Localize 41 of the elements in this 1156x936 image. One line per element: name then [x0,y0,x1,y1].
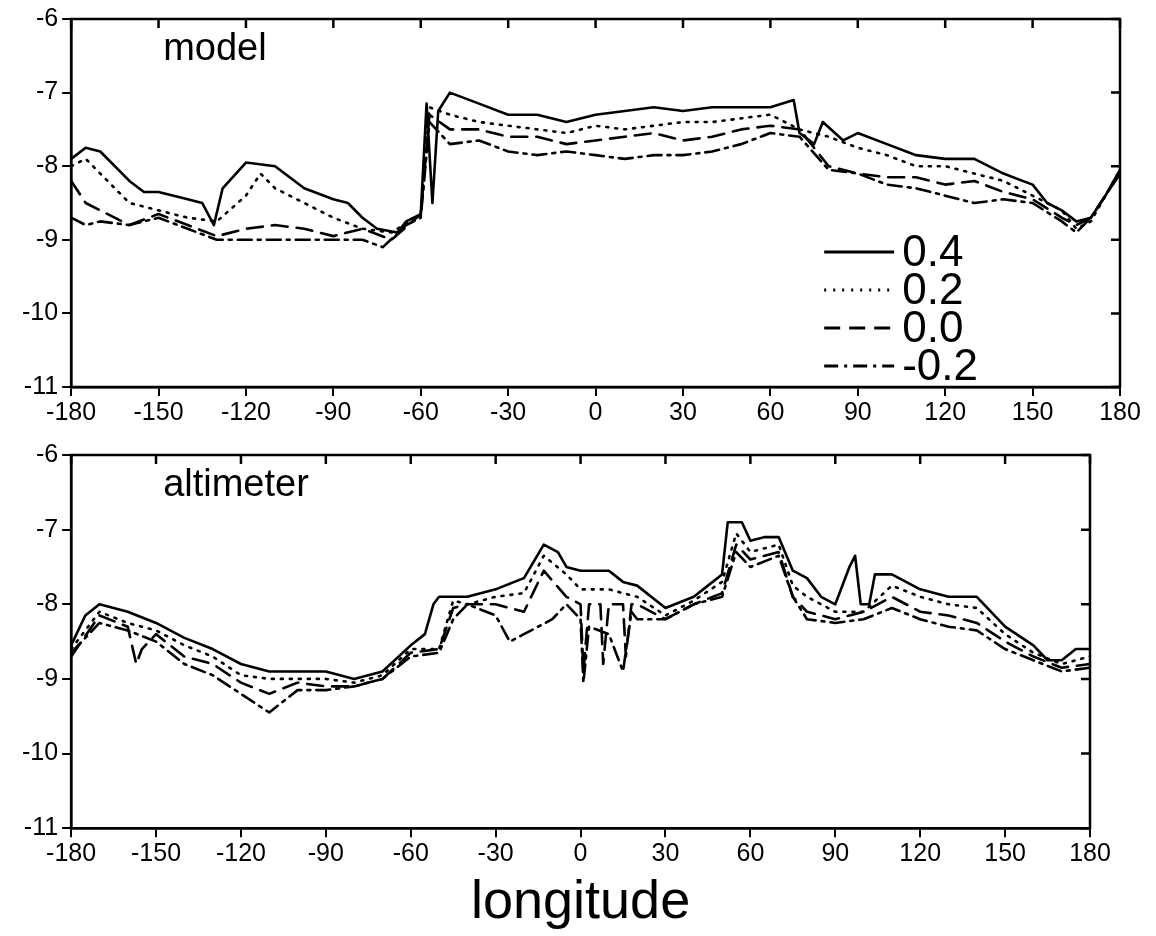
x-tick-label: 150 [1011,396,1054,425]
x-tick-label: 180 [1099,396,1141,425]
chart-title: altimeter [163,462,310,505]
x-tick-label: 60 [736,838,765,867]
x-tick-label: 0 [573,838,588,867]
x-tick-label: 120 [924,396,967,425]
x-tick-label: 60 [756,396,785,425]
x-tick-label: 150 [984,838,1026,867]
x-tick-label: 90 [821,838,850,867]
y-tick-label: -11 [23,370,59,399]
y-tick-label: -9 [35,223,59,252]
x-tick-label: -120 [220,396,271,425]
x-tick-label: -150 [131,838,182,867]
x-tick-label: -90 [307,838,344,867]
x-tick-label: -180 [46,838,97,867]
y-tick-label: -10 [21,297,59,326]
x-tick-label: 30 [669,396,697,425]
x-tick-label: -150 [133,396,184,425]
x-tick-label: -120 [215,838,266,867]
y-tick-label: -9 [35,662,59,691]
x-tick-label: -90 [315,396,352,425]
chart-title: model [163,26,267,69]
x-tick-label: 30 [651,838,680,867]
x-axis-title: longitude [470,869,691,930]
y-tick-label: -11 [23,812,59,841]
x-tick-label: 120 [899,838,942,867]
y-tick-label: -7 [35,513,59,542]
y-tick-label: -8 [35,588,59,617]
x-tick-label: 0 [588,396,603,425]
y-tick-label: -6 [35,2,59,31]
x-tick-label: -30 [477,838,514,867]
x-tick-label: -60 [402,396,439,425]
x-tick-label: -30 [490,396,527,425]
x-tick-label: 180 [1069,838,1111,867]
y-tick-label: -8 [35,150,59,179]
y-tick-label: -10 [21,737,59,766]
y-tick-label: -7 [35,76,59,105]
y-tick-label: -6 [35,438,59,467]
x-tick-label: -180 [46,396,97,425]
x-tick-label: -60 [392,838,429,867]
x-tick-label: 90 [843,396,872,425]
